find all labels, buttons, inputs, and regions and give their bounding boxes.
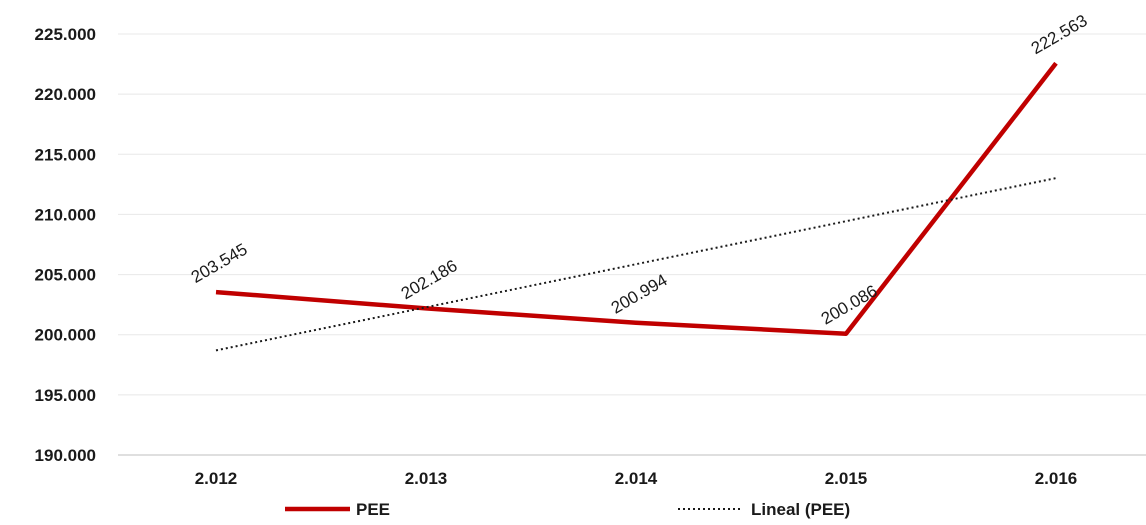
y-tick-label: 200.000 — [35, 326, 96, 345]
y-tick-label: 195.000 — [35, 386, 96, 405]
gridlines — [118, 33, 1146, 396]
data-label: 222.563 — [1028, 11, 1091, 58]
y-tick-label: 210.000 — [35, 205, 96, 224]
data-label: 202.186 — [398, 256, 461, 303]
x-tick-label: 2.013 — [405, 469, 448, 488]
y-tick-label: 205.000 — [35, 266, 96, 285]
data-label: 203.545 — [188, 240, 251, 287]
x-tick-label: 2.012 — [195, 469, 238, 488]
legend: PEE Lineal (PEE) — [285, 500, 850, 519]
legend-label-lineal-pee: Lineal (PEE) — [751, 500, 850, 519]
series-lines — [215, 61, 1058, 352]
y-tick-label: 190.000 — [35, 446, 96, 465]
axes: 190.000 195.000 200.000 205.000 210.000 215.0… — [35, 25, 1146, 488]
x-tick-label: 2.015 — [825, 469, 868, 488]
data-label: 200.994 — [608, 270, 671, 317]
x-tick-label: 2.016 — [1035, 469, 1078, 488]
y-tick-label: 215.000 — [35, 145, 96, 164]
y-tick-label: 220.000 — [35, 85, 96, 104]
x-tick-label: 2.014 — [615, 469, 658, 488]
legend-label-pee: PEE — [356, 500, 390, 519]
y-tick-label: 225.000 — [35, 25, 96, 44]
